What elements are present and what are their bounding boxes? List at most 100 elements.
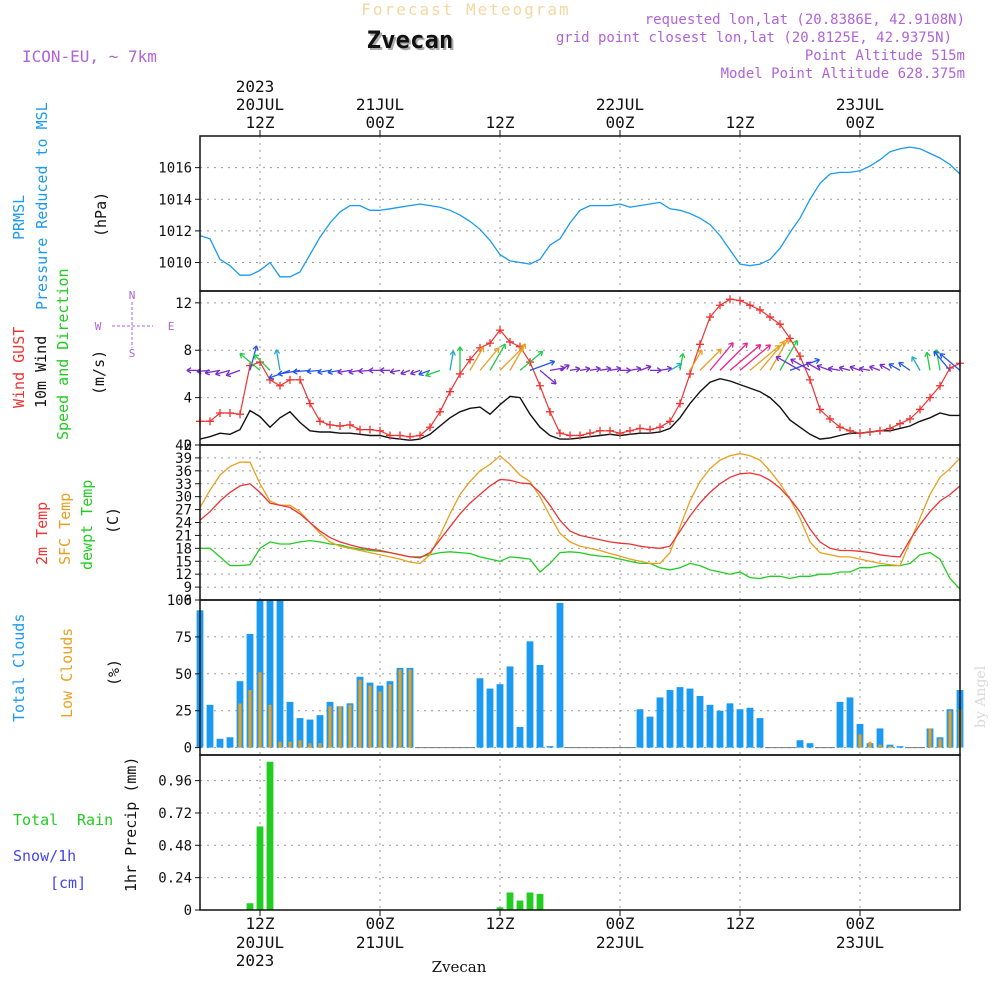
wind-arrow bbox=[659, 367, 672, 372]
sfc-temp-line bbox=[199, 452, 961, 567]
total-cloud-bar bbox=[686, 688, 694, 748]
gust-marker bbox=[916, 405, 924, 414]
gust-marker bbox=[376, 426, 384, 435]
total-cloud-bar bbox=[896, 746, 904, 748]
y-tick-label: 1010 bbox=[158, 256, 192, 272]
wind-arrow-head bbox=[478, 346, 485, 353]
y-tick-label: 0 bbox=[184, 438, 192, 454]
wind-arrow bbox=[425, 369, 441, 377]
precip-labels: Total Rain Snow/1h [cm] 1hr Precip (mm) bbox=[13, 757, 140, 892]
total-cloud-bar bbox=[206, 704, 214, 748]
wind-arrow-head bbox=[585, 366, 591, 373]
wind-arrow-head bbox=[500, 343, 507, 350]
label-wind-gust: Wind GUST bbox=[10, 327, 28, 408]
gust-marker bbox=[666, 417, 674, 426]
wind-arrow bbox=[933, 350, 951, 371]
wind-arrow-head bbox=[898, 361, 904, 368]
wind-arrow-head bbox=[292, 368, 298, 375]
total-cloud-bar bbox=[266, 600, 274, 748]
total-cloud-bar bbox=[486, 688, 494, 748]
top-hour-label: 12Z bbox=[486, 113, 515, 132]
wind-arrow-head bbox=[814, 357, 821, 364]
y-tick-label: 0.72 bbox=[158, 806, 192, 822]
wind-arrow bbox=[275, 349, 281, 371]
wind-arrow bbox=[739, 344, 771, 371]
credit-watermark: by Angel bbox=[973, 665, 989, 728]
wind-arrow-head bbox=[616, 365, 622, 373]
bottom-hour-label: 00Z bbox=[606, 914, 635, 933]
prmsl-line bbox=[199, 146, 961, 278]
wind-arrow-head bbox=[827, 365, 834, 373]
total-cloud-bar bbox=[736, 709, 744, 748]
gust-marker bbox=[356, 425, 364, 434]
wind-arrow-head bbox=[765, 344, 772, 350]
gust-marker bbox=[336, 422, 344, 431]
total-cloud-bar bbox=[296, 718, 304, 748]
label-pressure-msl: Pressure Reduced to MSL bbox=[33, 102, 51, 310]
precip-bar bbox=[516, 900, 524, 910]
y-tick-label: 1014 bbox=[158, 192, 192, 208]
y-tick-label: 0.48 bbox=[158, 838, 192, 854]
gust-marker bbox=[656, 423, 664, 432]
label-total: Total bbox=[13, 811, 58, 829]
total-cloud-bar bbox=[706, 704, 714, 748]
y-tick-label: 50 bbox=[175, 667, 192, 683]
wind-arrow bbox=[939, 353, 961, 371]
gust-marker bbox=[326, 420, 334, 429]
gust-marker bbox=[736, 296, 744, 305]
total-cloud-bar bbox=[316, 715, 324, 748]
y-tick-label: 1016 bbox=[158, 161, 192, 177]
y-tick-label: 42 bbox=[175, 438, 192, 454]
compass-s: S bbox=[129, 347, 136, 360]
wind-arrow bbox=[699, 348, 722, 371]
gust-marker bbox=[456, 369, 464, 378]
label-total-clouds: Total Clouds bbox=[10, 614, 28, 722]
panel-frame bbox=[199, 754, 961, 911]
total-cloud-bar bbox=[476, 678, 484, 748]
wind-arrow-head bbox=[418, 370, 424, 377]
wind-arrow-head bbox=[389, 368, 395, 375]
grid-point-coords: grid point closest lon,lat (20.8125E, 42… bbox=[556, 30, 952, 46]
low-cloud-bar bbox=[268, 704, 272, 748]
label-ms: (m/s) bbox=[90, 350, 108, 395]
gust-marker bbox=[716, 301, 724, 310]
wind-arrow bbox=[253, 354, 271, 371]
wind-arrow bbox=[306, 369, 321, 373]
low-cloud-bar bbox=[878, 744, 882, 748]
wind-arrow bbox=[805, 361, 821, 371]
wind-arrow bbox=[898, 361, 911, 371]
precip-bar bbox=[246, 903, 254, 910]
wind-arrow bbox=[709, 342, 734, 371]
gust-marker bbox=[496, 326, 504, 335]
low-cloud-bar bbox=[388, 684, 392, 748]
chart-marks bbox=[186, 146, 964, 911]
wind-arrow-head bbox=[606, 365, 612, 373]
wind-arrow bbox=[499, 346, 524, 371]
wind-arrow bbox=[317, 369, 331, 374]
wind-arrow bbox=[609, 367, 622, 372]
wind-arrow-head bbox=[493, 347, 500, 353]
gust-marker bbox=[626, 426, 634, 435]
gust-marker bbox=[296, 375, 304, 384]
wind-arrow-head bbox=[575, 366, 581, 373]
wind-arrow-head bbox=[679, 353, 686, 359]
total-cloud-bar bbox=[636, 709, 644, 748]
wind-arrow-head bbox=[449, 350, 456, 356]
gust-marker bbox=[546, 407, 554, 416]
wind-arrow bbox=[926, 352, 931, 371]
bottom-hour-label: 00Z bbox=[846, 914, 875, 933]
total-cloud-bar bbox=[746, 707, 754, 748]
gust-marker bbox=[786, 334, 794, 343]
wind-arrow-head bbox=[400, 369, 406, 376]
gust-marker bbox=[436, 407, 444, 416]
wind-arrow-head bbox=[551, 378, 557, 385]
wind-arrow-head bbox=[838, 365, 845, 372]
bottom-date-label: 21JUL bbox=[356, 933, 404, 952]
total-cloud-bar bbox=[306, 719, 314, 748]
gust-marker bbox=[446, 387, 454, 396]
gust-marker bbox=[886, 424, 894, 433]
wind-arrow-head bbox=[924, 351, 931, 358]
precip-bar bbox=[536, 893, 544, 910]
gust-marker bbox=[936, 381, 944, 390]
dewpt-temp-line bbox=[200, 539, 961, 590]
